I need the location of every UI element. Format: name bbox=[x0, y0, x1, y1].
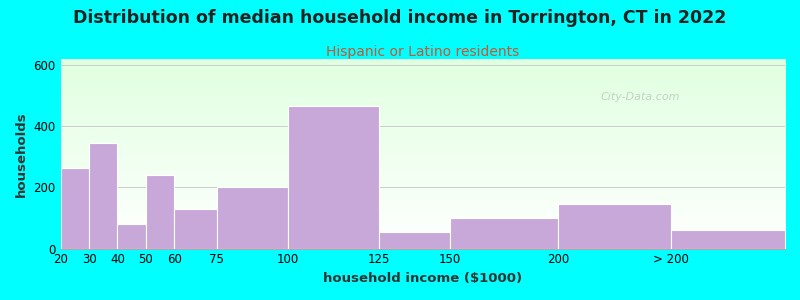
Title: Hispanic or Latino residents: Hispanic or Latino residents bbox=[326, 45, 519, 59]
Bar bbox=[450, 218, 558, 249]
Text: Distribution of median household income in Torrington, CT in 2022: Distribution of median household income … bbox=[74, 9, 726, 27]
Bar bbox=[671, 230, 785, 249]
Text: City-Data.com: City-Data.com bbox=[600, 92, 680, 102]
Bar bbox=[379, 232, 450, 249]
Bar bbox=[146, 175, 174, 249]
Bar bbox=[118, 224, 146, 249]
Y-axis label: households: households bbox=[15, 111, 28, 196]
Bar bbox=[217, 188, 288, 249]
Bar bbox=[558, 204, 671, 249]
Bar bbox=[61, 168, 89, 249]
Bar bbox=[89, 143, 118, 249]
X-axis label: household income ($1000): household income ($1000) bbox=[323, 272, 522, 285]
Bar bbox=[174, 209, 217, 249]
Bar bbox=[288, 106, 379, 249]
